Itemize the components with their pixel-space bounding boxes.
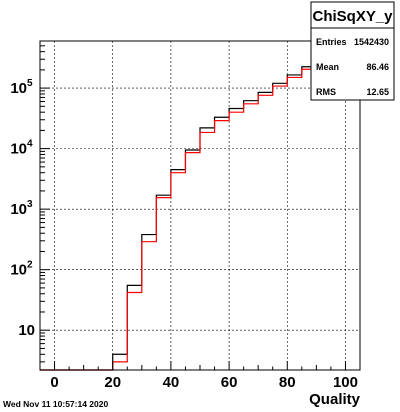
series-red-histogram bbox=[40, 65, 360, 371]
stats-row-label: RMS bbox=[316, 87, 336, 97]
stats-box-title: ChiSqXY_y bbox=[312, 8, 393, 25]
y-tick-label: 10 bbox=[18, 322, 35, 339]
stats-box: ChiSqXY_y Entries 1542430 Mean 86.46 RMS 12.6… bbox=[310, 1, 395, 101]
x-tick-label: 80 bbox=[279, 374, 296, 391]
stats-box-background bbox=[310, 1, 395, 101]
x-tick-label: 60 bbox=[221, 374, 238, 391]
histogram-series bbox=[40, 64, 360, 371]
stats-row-label: Mean bbox=[316, 62, 339, 72]
y-tick-exponent: 5 bbox=[27, 78, 33, 89]
stats-row-value: 1542430 bbox=[354, 37, 389, 47]
x-tick-label: 40 bbox=[163, 374, 180, 391]
y-tick-exponent: 3 bbox=[27, 199, 33, 210]
series-black-histogram bbox=[40, 64, 360, 371]
y-tick-label: 10 bbox=[10, 80, 27, 97]
stats-row-value: 86.46 bbox=[366, 62, 389, 72]
footer-timestamp: Wed Nov 11 10:57:14 2020 bbox=[3, 399, 108, 409]
y-tick-label: 10 bbox=[10, 262, 27, 279]
y-tick-exponent: 2 bbox=[27, 260, 33, 271]
stats-row-value: 12.65 bbox=[366, 87, 389, 97]
stats-row-label: Entries bbox=[316, 37, 347, 47]
x-tick-label: 0 bbox=[50, 374, 58, 391]
stats-box-rows: Entries 1542430 Mean 86.46 RMS 12.65 bbox=[316, 37, 389, 97]
x-axis-ticks: 0 20 40 60 80 100 bbox=[39, 361, 361, 391]
y-tick-exponent: 4 bbox=[27, 139, 33, 150]
x-axis-title: Quality bbox=[309, 391, 361, 408]
y-tick-label: 10 bbox=[10, 141, 27, 158]
y-tick-label: 10 bbox=[10, 201, 27, 218]
x-tick-label: 20 bbox=[104, 374, 121, 391]
x-tick-label: 100 bbox=[333, 374, 358, 391]
